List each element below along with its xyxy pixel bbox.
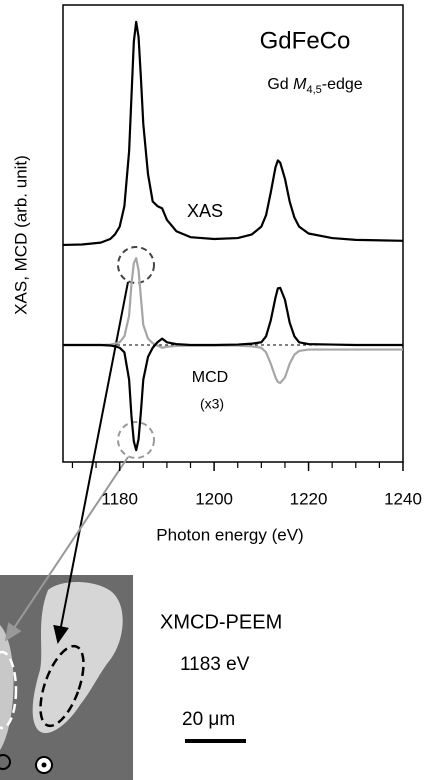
x-axis-label: Photon energy (eV) <box>156 525 303 544</box>
highlight-circle <box>117 421 155 459</box>
y-axis-label: XAS, MCD (arb. unit) <box>11 155 30 315</box>
x-tick-label: 1240 <box>384 489 422 508</box>
inset-energy: 1183 eV <box>180 654 250 675</box>
x-tick-label: 1200 <box>195 489 233 508</box>
arrow <box>4 456 129 642</box>
line-series <box>62 20 404 247</box>
edge-label: Gd M4,5-edge <box>267 76 362 96</box>
scale-label: 20 μm <box>182 709 235 730</box>
line-series <box>63 257 403 385</box>
xas-label: XAS <box>187 201 223 221</box>
edge-subscript: 4,5 <box>306 84 321 96</box>
x-tick-label: 1220 <box>290 489 328 508</box>
line-series <box>63 286 403 452</box>
edge-symbol: M <box>293 76 307 93</box>
edge-suffix: -edge <box>322 76 363 93</box>
arrow <box>53 281 129 644</box>
mcd-label: MCD <box>192 369 228 386</box>
chart-title: GdFeCo <box>260 27 351 54</box>
plot-frame <box>62 4 404 463</box>
inset-title: XMCD-PEEM <box>160 611 282 633</box>
edge-element: Gd <box>267 76 293 93</box>
mcd-scale-label: (x3) <box>200 396 224 412</box>
peem-image <box>0 575 133 780</box>
x-tick-label: 1180 <box>101 489 138 508</box>
highlight-circle <box>117 246 155 284</box>
